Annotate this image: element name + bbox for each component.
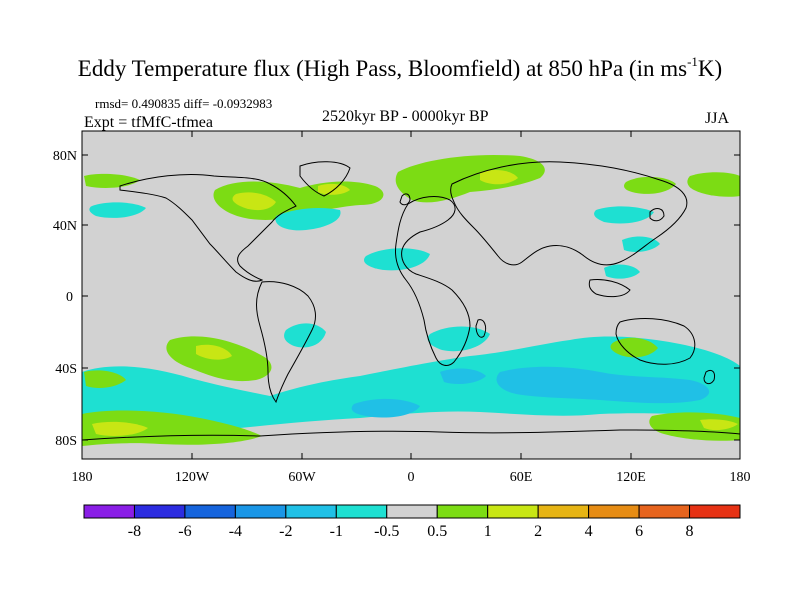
region-subtropical-atlantic-negative <box>364 248 430 271</box>
region-indian-ocean-negative <box>622 236 660 252</box>
region-south-america-positive <box>84 370 126 388</box>
region-east-pacific-negative <box>89 202 146 218</box>
lon-label: 60E <box>510 470 533 485</box>
colorbar-swatch <box>588 504 640 519</box>
colorbar-label: 4 <box>585 523 593 540</box>
flux-fields <box>82 154 740 446</box>
colorbar-swatch <box>335 504 388 519</box>
lat-label: 80N <box>53 149 77 164</box>
colorbar-swatch <box>234 504 287 519</box>
lon-label: 120E <box>616 470 646 485</box>
region-north-pacific-positive-2 <box>687 172 740 197</box>
experiment-label: Expt = tfMfC-tfmea <box>84 114 213 131</box>
region-eurasia-core <box>480 170 518 185</box>
region-southern-ocean-negative <box>82 336 740 429</box>
lon-label: 0 <box>408 470 415 485</box>
colorbar-swatch <box>537 504 590 519</box>
colorbar-label: 0.5 <box>427 523 447 540</box>
lat-ticks <box>82 154 740 441</box>
lon-ticks <box>81 131 741 459</box>
region-southern-ocean-core-3 <box>440 368 486 384</box>
season-label: JJA <box>705 110 730 127</box>
colorbar-swatch <box>184 504 236 519</box>
lat-label: 40S <box>55 362 77 377</box>
colorbar-label: -0.5 <box>374 523 399 540</box>
figure-title: Eddy Temperature flux (High Pass, Bloomf… <box>77 54 723 81</box>
coastlines <box>82 161 740 441</box>
lon-label: 180 <box>730 470 751 485</box>
region-pacific-south-negative <box>604 264 640 279</box>
region-south-atlantic-negative <box>284 323 326 348</box>
colorbar-swatch <box>386 504 438 519</box>
colorbar-label: 2 <box>534 523 542 540</box>
colorbar-label: -4 <box>229 523 242 540</box>
lon-label: 180 <box>72 470 93 485</box>
colorbar-label: -8 <box>128 523 141 540</box>
region-north-atlantic-negative <box>275 208 341 231</box>
colorbar <box>83 504 741 519</box>
colorbar-label: -1 <box>330 523 343 540</box>
lat-label: 40N <box>53 219 77 234</box>
region-south-indian-positive <box>610 337 658 358</box>
colorbar-label: 6 <box>635 523 643 540</box>
colorbar-labels: -8 -6 -4 -2 -1 -0.5 0.5 1 2 4 6 8 <box>128 523 694 540</box>
colorbar-label: 8 <box>686 523 694 540</box>
region-eurasia-positive <box>395 154 545 203</box>
colorbar-label: -6 <box>178 523 191 540</box>
stats-text: rmsd= 0.490835 diff= -0.0932983 <box>95 96 273 111</box>
colorbar-swatch <box>487 504 539 519</box>
lon-label: 120W <box>175 470 210 485</box>
colorbar-label: -2 <box>279 523 292 540</box>
colorbar-label: 1 <box>484 523 492 540</box>
region-north-atlantic-core <box>232 192 276 211</box>
lat-label: 0 <box>66 290 73 305</box>
region-southern-ocean-core <box>496 366 710 404</box>
colorbar-swatch <box>133 504 186 519</box>
colorbar-swatch <box>689 504 741 519</box>
lon-label: 60W <box>288 470 316 485</box>
region-antarctic-positive-east-core <box>700 419 738 431</box>
region-antarctic-positive-core <box>92 421 148 436</box>
colorbar-swatch <box>285 504 337 519</box>
period-label: 2520kyr BP - 0000kyr BP <box>322 108 489 125</box>
colorbar-swatch <box>83 504 135 519</box>
region-south-atlantic-negative-2 <box>427 326 490 352</box>
region-south-pacific-core <box>196 344 232 360</box>
colorbar-swatch <box>638 504 691 519</box>
lat-label: 80S <box>55 434 77 449</box>
region-west-pacific-negative <box>594 206 654 224</box>
colorbar-swatch <box>436 504 489 519</box>
region-southern-ocean-core-2 <box>351 398 420 418</box>
